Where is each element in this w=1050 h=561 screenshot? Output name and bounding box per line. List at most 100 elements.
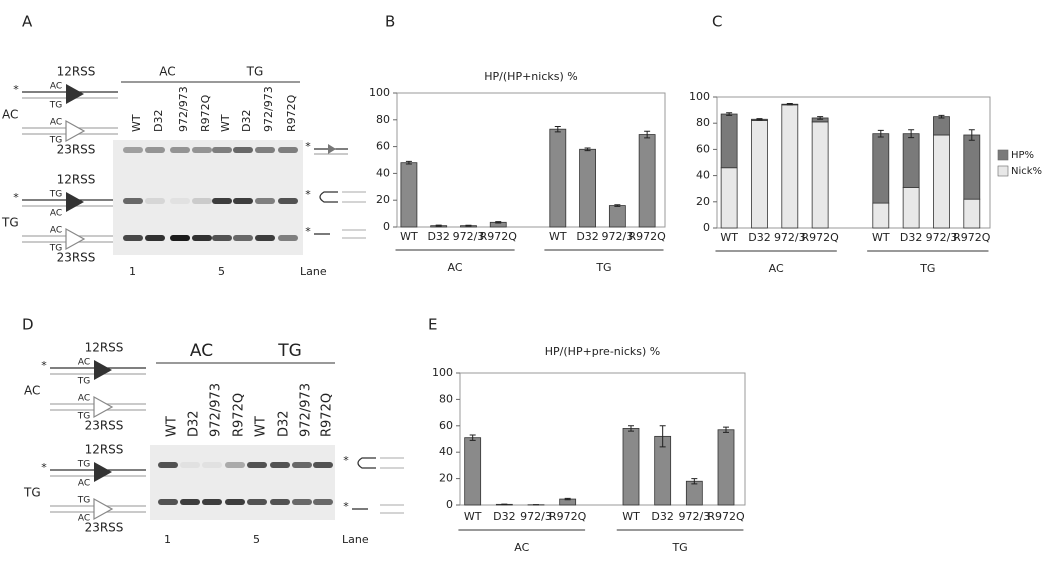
legend-swatch (997, 149, 1009, 161)
lane-label: WT (254, 416, 269, 437)
substrate-label: TG (23, 486, 41, 500)
error-bar (435, 224, 442, 227)
error-bar (465, 224, 472, 227)
gel-band (123, 198, 143, 204)
bar-segment (811, 121, 829, 229)
plot-frame (396, 92, 666, 228)
rss-triangle (94, 360, 112, 380)
gel-band (212, 147, 232, 153)
y-tick-label: 60 (696, 142, 710, 155)
gel-band (123, 147, 143, 153)
rss-triangle (93, 497, 114, 521)
strand-label: AC (50, 226, 62, 236)
y-tick-label: 60 (376, 140, 390, 153)
gel-band (225, 462, 245, 468)
bar-segment (720, 113, 738, 169)
gel-band (170, 198, 190, 204)
gel-band (255, 235, 275, 241)
hairpin (357, 457, 376, 469)
x-tick-label: 972/3 (774, 231, 806, 244)
gel-band (180, 462, 200, 468)
y-tick-label: 0 (446, 498, 453, 511)
x-tick-label: WT (622, 510, 640, 523)
rss-label: 23RSS (85, 521, 124, 535)
panel-label: E (428, 316, 437, 334)
x-tick-label: 972/3 (926, 231, 958, 244)
bar-segment (720, 167, 738, 229)
lane-axis-label: Lane (342, 533, 369, 546)
y-tick-label: 40 (696, 169, 710, 182)
rss-triangle (66, 84, 84, 104)
legend-swatch (997, 165, 1009, 177)
x-tick-label: 972/3 (602, 230, 634, 243)
bar-segment (902, 186, 920, 229)
gel-band (313, 499, 333, 505)
lane-label: 972/973 (209, 383, 224, 437)
bar-segment (872, 202, 890, 229)
chart-title: HP/(HP+nicks) % (484, 70, 577, 83)
rss-label: 12RSS (85, 443, 124, 457)
y-tick-label: 20 (376, 193, 390, 206)
rss-label: 23RSS (57, 251, 96, 265)
y-tick-label: 100 (689, 90, 710, 103)
rss-label: 12RSS (85, 341, 124, 355)
lane-label: D32 (152, 110, 165, 132)
bar-segment (751, 120, 768, 229)
gel-band (255, 198, 275, 204)
y-tick-label: 80 (376, 113, 390, 126)
lane-group-label: TG (277, 341, 302, 361)
strand-label: TG (49, 190, 62, 200)
gel-band (292, 462, 312, 468)
error-bar (584, 147, 591, 152)
gel-band (278, 198, 298, 204)
group-label: AC (769, 262, 784, 275)
gel-band (170, 235, 190, 241)
error-bar (726, 112, 733, 116)
gel-band (225, 499, 245, 505)
strand-label: TG (49, 101, 62, 111)
gel-band (270, 499, 290, 505)
panel-label: D (22, 316, 34, 334)
y-tick-label: 20 (696, 195, 710, 208)
bar-segment (781, 104, 799, 229)
hairpin (319, 191, 338, 203)
lane-number: 1 (129, 265, 136, 278)
lane-group-label: AC (159, 65, 175, 79)
gel-band (233, 147, 253, 153)
error-bar (786, 103, 793, 106)
bar (549, 128, 567, 228)
gel-band (145, 198, 165, 204)
gel-band (278, 235, 298, 241)
lane-label: D32 (277, 410, 292, 437)
gel-band (158, 499, 178, 505)
bar (579, 148, 596, 228)
gel-band (212, 198, 232, 204)
error-bar (817, 116, 824, 120)
error-bar (968, 129, 975, 141)
gel-band (158, 462, 178, 468)
lane-group-label: TG (246, 65, 264, 79)
error-bar (564, 497, 571, 501)
lane-number: 5 (253, 533, 260, 546)
y-tick-label: 60 (439, 419, 453, 432)
rss-label: 12RSS (57, 173, 96, 187)
lane-number: 5 (218, 265, 225, 278)
strand-label: AC (50, 209, 62, 219)
y-tick-label: 80 (439, 392, 453, 405)
strand-label: AC (50, 82, 62, 92)
asterisk: * (305, 188, 311, 201)
gel-band (247, 462, 267, 468)
asterisk: * (13, 191, 19, 204)
x-tick-label: D32 (493, 510, 515, 523)
strand-label: AC (78, 358, 90, 368)
bar-segment (933, 134, 950, 229)
y-tick-label: 100 (432, 366, 453, 379)
chart-title: HP/(HP+pre-nicks) % (545, 345, 660, 358)
y-tick-label: 0 (383, 220, 390, 233)
y-tick-label: 40 (439, 445, 453, 458)
x-tick-label: R972Q (707, 510, 745, 523)
bar-segment (963, 198, 981, 229)
gel-band (170, 147, 190, 153)
x-tick-label: R972Q (628, 230, 666, 243)
